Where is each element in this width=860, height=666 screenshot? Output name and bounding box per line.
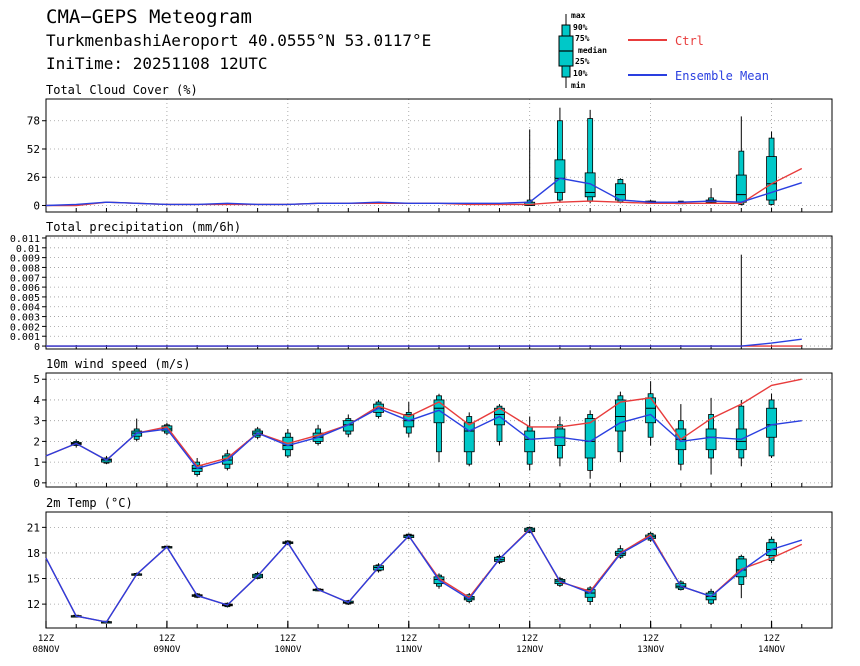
box-18 xyxy=(584,109,596,204)
y-tick-label: 0.007 xyxy=(10,273,40,284)
x-tick-time: 12Z xyxy=(763,634,780,644)
box-23 xyxy=(735,116,747,206)
legend: max 90% 75% median 25% 10% min Ctrl Ensemble Mea… xyxy=(558,11,769,90)
legend-box-label: 75% xyxy=(575,34,590,43)
panel-title: 2m Temp (°C) xyxy=(46,496,133,510)
y-tick-label: 0.004 xyxy=(10,303,40,314)
panel-frame xyxy=(45,235,833,350)
x-tick-time: 12Z xyxy=(522,634,539,644)
box-24 xyxy=(766,131,777,206)
x-tick-date: 12NOV xyxy=(516,645,544,655)
box-iqr xyxy=(584,418,596,459)
y-tick-label: 4 xyxy=(33,394,40,407)
ensemble-mean-line xyxy=(45,407,802,470)
legend-box-label: 90% xyxy=(573,23,588,32)
ctrl-line xyxy=(45,378,802,468)
chart-title: CMA−GEPS Meteogram xyxy=(46,6,252,28)
panel-frame xyxy=(45,511,833,629)
ensemble-mean-line xyxy=(46,338,802,347)
legend-mean-label: Ensemble Mean xyxy=(675,69,769,83)
x-tick-time: 12Z xyxy=(280,634,297,644)
box-iqr xyxy=(524,430,536,453)
x-tick-time: 12Z xyxy=(159,634,176,644)
box-p10-p90 xyxy=(436,395,442,453)
x-tick-date: 09NOV xyxy=(153,645,181,655)
panel-title: Total Cloud Cover (%) xyxy=(46,83,198,97)
panel-title: 10m wind speed (m/s) xyxy=(46,357,191,371)
y-tick-label: 18 xyxy=(27,547,40,560)
box-23 xyxy=(735,554,747,599)
box-iqr xyxy=(584,172,596,198)
box-iqr xyxy=(735,174,747,203)
box-17 xyxy=(554,416,566,467)
legend-ctrl-label: Ctrl xyxy=(675,34,704,48)
y-tick-label: 0.008 xyxy=(10,263,40,274)
location-label: TurkmenbashiAeroport 40.0555°N 53.0117°E xyxy=(46,31,432,50)
box-iqr xyxy=(766,407,777,438)
box-23 xyxy=(735,399,747,467)
y-tick-label: 0.009 xyxy=(10,254,40,265)
x-tick-time: 12Z xyxy=(38,634,55,644)
box-3 xyxy=(131,418,143,442)
panel-cloud: Total Cloud Cover (%) 0 26 52 78 xyxy=(27,83,833,213)
ensemble-mean-line xyxy=(45,177,803,207)
y-tick-label: 1 xyxy=(33,456,40,469)
panel-wind: 10m wind speed (m/s) 0 1 2 3 4 5 xyxy=(33,357,833,490)
panel-title: Total precipitation (mm/6h) xyxy=(46,220,241,234)
y-tick-label: 0 xyxy=(33,199,40,212)
box-iqr xyxy=(463,422,475,453)
y-tick-label: 0 xyxy=(33,477,40,490)
x-tick-date: 08NOV xyxy=(32,645,60,655)
y-tick-label: 0.006 xyxy=(10,283,40,294)
x-axis: 12Z08NOV12Z09NOV12Z10NOV12Z11NOV12Z12NOV… xyxy=(32,621,786,655)
panel-precip: Total precipitation (mm/6h)00.0010.0020.… xyxy=(10,220,833,353)
ctrl-line xyxy=(45,527,803,623)
y-tick-label: 78 xyxy=(27,115,40,128)
box-iqr xyxy=(614,399,626,432)
legend-box-label: 25% xyxy=(575,57,590,66)
box-24 xyxy=(766,393,777,458)
y-tick-label: 0.011 xyxy=(10,234,40,245)
x-tick-date: 11NOV xyxy=(395,645,423,655)
box-iqr xyxy=(766,156,777,201)
x-tick-date: 14NOV xyxy=(758,645,786,655)
y-tick-label: 0 xyxy=(34,342,40,353)
legend-box-label: min xyxy=(571,80,586,90)
box-16 xyxy=(524,129,536,206)
y-tick-label: 12 xyxy=(27,598,40,611)
y-tick-label: 0.003 xyxy=(10,313,40,324)
y-tick-label: 52 xyxy=(27,143,40,156)
y-tick-label: 0.001 xyxy=(10,332,40,343)
box-14 xyxy=(463,412,475,467)
legend-box-label: 10% xyxy=(573,69,588,78)
init-time-label: IniTime: 20251108 12UTC xyxy=(46,54,268,73)
ctrl-line xyxy=(46,167,803,207)
box-iqr xyxy=(554,159,566,193)
x-tick-date: 13NOV xyxy=(637,645,665,655)
panel-temp: 2m Temp (°C) 12 15 18 21 xyxy=(27,496,833,629)
legend-box-label: max xyxy=(571,11,586,20)
box-20 xyxy=(645,381,657,446)
y-tick-label: 0.005 xyxy=(10,293,40,304)
y-tick-label: 15 xyxy=(27,573,40,586)
y-tick-label: 0.002 xyxy=(10,322,40,333)
y-tick-label: 3 xyxy=(33,415,40,428)
box-17 xyxy=(554,107,566,203)
ensemble-mean-line xyxy=(45,528,803,623)
y-tick-label: 5 xyxy=(33,373,40,386)
x-tick-time: 12Z xyxy=(401,634,418,644)
y-tick-label: 21 xyxy=(27,521,40,534)
legend-box-label: median xyxy=(578,45,607,55)
panel-frame xyxy=(45,98,833,213)
box-iqr xyxy=(705,428,717,451)
box-22 xyxy=(705,397,717,475)
y-tick-label: 2 xyxy=(33,435,40,448)
y-tick-label: 0.01 xyxy=(16,244,40,255)
x-tick-date: 10NOV xyxy=(274,645,302,655)
x-tick-time: 12Z xyxy=(642,634,659,644)
y-tick-label: 26 xyxy=(27,171,40,184)
